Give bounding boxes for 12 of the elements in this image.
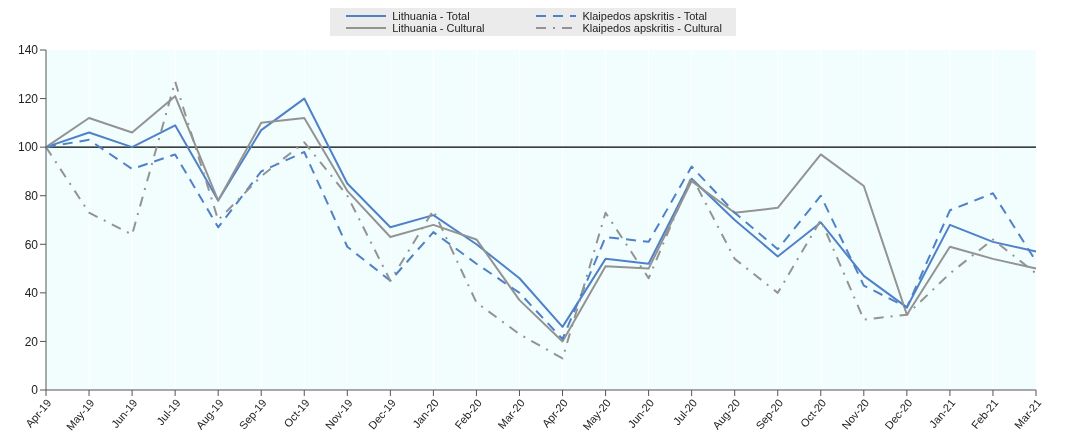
y-tick-label: 20 [24,334,39,349]
y-tick-label: 100 [17,140,39,155]
legend-label: Klaipedos apskritis - Cultural [582,22,722,34]
y-tick-label: 60 [24,237,39,252]
legend-label: Lithuania - Total [392,10,470,22]
y-tick-label: 140 [17,43,39,58]
legend-label: Klaipedos apskritis - Total [582,10,707,22]
legend-label: Lithuania - Cultural [392,22,485,34]
y-tick-label: 80 [24,188,39,203]
y-tick-label: 120 [17,91,39,106]
y-tick-label: 40 [24,286,39,301]
y-tick-label: 0 [31,383,39,398]
